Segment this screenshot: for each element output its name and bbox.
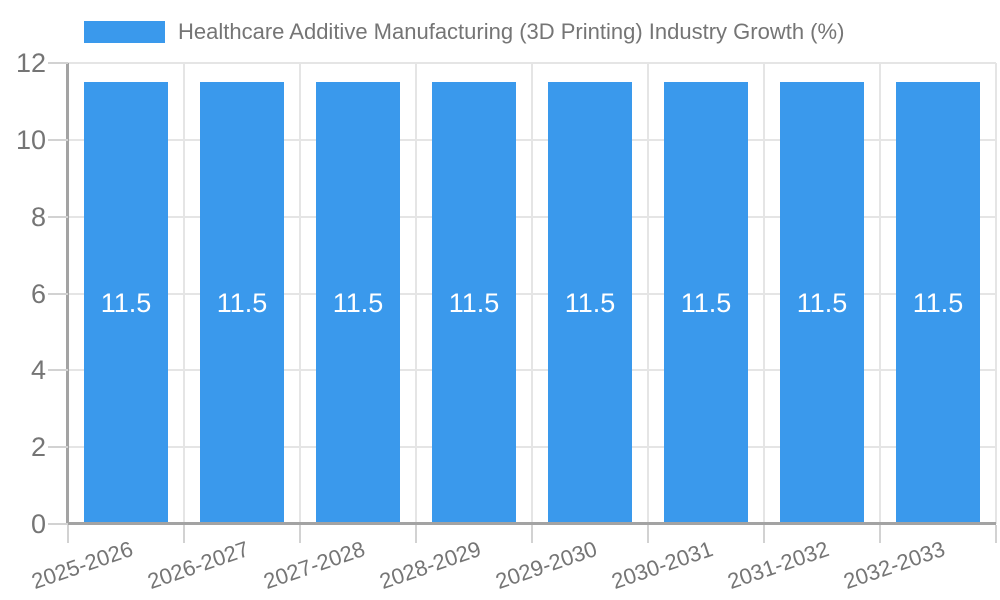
y-tick-label: 2 [30, 432, 46, 462]
bar-value-label: 11.5 [216, 288, 268, 318]
y-axis-tick [48, 62, 68, 64]
bar: 11.5 [316, 82, 400, 524]
y-axis-tick [48, 293, 68, 295]
x-tick-label: 2030-2031 [608, 536, 716, 594]
x-axis-tick [67, 525, 69, 543]
vertical-gridline [995, 63, 997, 524]
bar-value-label: 11.5 [564, 288, 616, 318]
y-axis-tick [48, 369, 68, 371]
bar: 11.5 [548, 82, 632, 524]
bar-value-label: 11.5 [796, 288, 848, 318]
vertical-gridline [531, 63, 533, 524]
legend[interactable]: Healthcare Additive Manufacturing (3D Pr… [84, 18, 844, 45]
vertical-gridline [763, 63, 765, 524]
x-tick-label: 2025-2026 [28, 536, 136, 594]
x-axis-tick [299, 525, 301, 543]
bar: 11.5 [200, 82, 284, 524]
y-tick-label: 10 [15, 125, 46, 155]
bar: 11.5 [84, 82, 168, 524]
y-axis-tick [48, 446, 68, 448]
legend-swatch [84, 20, 165, 43]
x-tick-label: 2026-2027 [144, 536, 252, 594]
vertical-gridline [299, 63, 301, 524]
x-axis-tick [531, 525, 533, 543]
y-tick-label: 0 [30, 509, 46, 539]
bar-value-label: 11.5 [100, 288, 152, 318]
x-axis-tick [415, 525, 417, 543]
bar: 11.5 [896, 82, 980, 524]
plot-area: 11.5 11.5 11.5 11.5 11.5 11.5 11.5 11.5 [68, 62, 997, 524]
y-tick-label: 8 [30, 202, 46, 232]
bar-value-label: 11.5 [912, 288, 964, 318]
x-axis-tick [879, 525, 881, 543]
bar: 11.5 [664, 82, 748, 524]
x-tick-label: 2031-2032 [724, 536, 832, 594]
y-tick-label: 4 [30, 355, 46, 385]
x-axis-line [66, 522, 996, 525]
y-axis-tick [48, 216, 68, 218]
bar: 11.5 [432, 82, 516, 524]
bar-value-label: 11.5 [680, 288, 732, 318]
bar: 11.5 [780, 82, 864, 524]
y-tick-label: 6 [30, 279, 46, 309]
x-tick-label: 2027-2028 [260, 536, 368, 594]
bar-value-label: 11.5 [448, 288, 500, 318]
vertical-gridline [183, 63, 185, 524]
vertical-gridline [647, 63, 649, 524]
x-axis-tick [995, 525, 997, 543]
vertical-gridline [415, 63, 417, 524]
y-axis-tick [48, 139, 68, 141]
x-tick-label: 2032-2033 [840, 536, 948, 594]
x-tick-label: 2028-2029 [376, 536, 484, 594]
legend-label: Healthcare Additive Manufacturing (3D Pr… [178, 19, 845, 44]
y-axis-tick [48, 523, 68, 525]
y-tick-label: 12 [15, 48, 46, 78]
vertical-gridline [879, 63, 881, 524]
x-axis-tick [763, 525, 765, 543]
bar-value-label: 11.5 [332, 288, 384, 318]
x-tick-label: 2029-2030 [492, 536, 600, 594]
x-axis-tick [183, 525, 185, 543]
x-axis-tick [647, 525, 649, 543]
